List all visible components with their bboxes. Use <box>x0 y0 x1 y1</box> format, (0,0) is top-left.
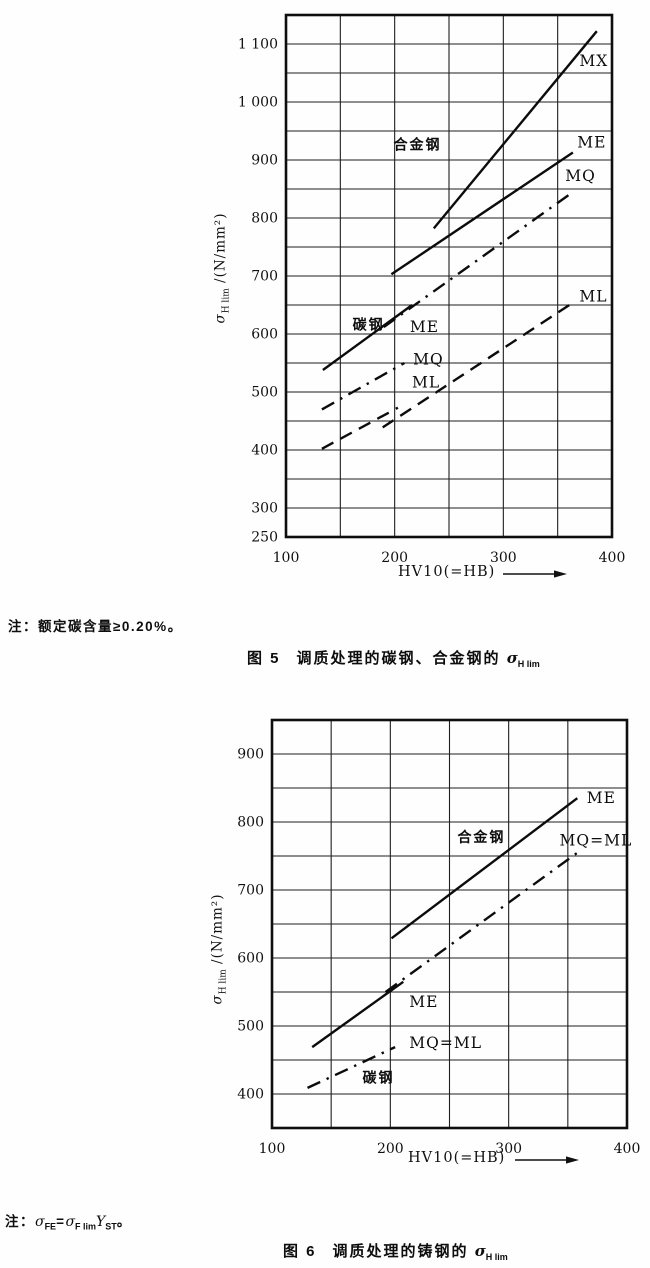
sigma-subscript: H lim <box>221 288 232 314</box>
x-tick-label: 200 <box>377 1141 404 1157</box>
figure6-chart: 400 500 600 700 800 900 100 200 300 400 ME MQ=ML 合金钢… <box>190 700 650 1175</box>
sigma-subscript: F lim <box>75 1221 97 1232</box>
sigma-symbol: σ <box>35 1214 45 1230</box>
x-tick-label: 200 <box>381 550 408 566</box>
grade-label: MQ=ML <box>409 1034 482 1052</box>
series-line-carbon-ml <box>321 406 399 450</box>
grade-label: MX <box>579 52 608 70</box>
grade-label: MQ=ML <box>560 831 633 849</box>
plot-border <box>270 718 629 1130</box>
sigma-symbol: σ <box>212 313 229 324</box>
figure6-number: 图 6 <box>283 1243 317 1260</box>
sigma-symbol: σ <box>209 994 226 1005</box>
y-axis-units: /(N/mm²) <box>209 893 226 970</box>
grade-label: ME <box>577 134 606 152</box>
grade-label: ME <box>587 789 616 807</box>
right-arrow-icon <box>515 1156 579 1164</box>
y-tick-label: 600 <box>251 327 278 343</box>
x-tick-label: 300 <box>495 1141 522 1157</box>
sigma-subscript: H lim <box>485 1252 508 1262</box>
figure5-note: 注：额定碳含量≥0.20%。 <box>8 619 183 634</box>
series-line-carbon-me <box>322 304 413 371</box>
figure5-number: 图 5 <box>247 650 281 667</box>
x-axis-title-text: HV10(=HB) <box>408 1150 506 1166</box>
y-tick-label: 700 <box>251 269 278 285</box>
note-prefix: 注： <box>5 1214 35 1229</box>
group-label: 碳钢 <box>353 317 385 333</box>
series-line-alloy-mq <box>383 192 572 328</box>
grade-label: MQ <box>413 351 444 369</box>
series-line-carbon-me <box>311 980 404 1049</box>
x-tick-label: 300 <box>490 550 517 566</box>
y-tick-label: 250 <box>251 530 278 546</box>
sigma-subscript: H lim <box>517 659 540 669</box>
y-variable: Y <box>96 1214 106 1230</box>
note-period: 。 <box>116 1214 132 1229</box>
grade-label: ME <box>409 993 438 1011</box>
x-tick-label: 100 <box>259 1141 286 1157</box>
y-tick-label: 400 <box>237 1087 264 1103</box>
fig5-plot: 250 300 400 500 600 700 800 900 1 000 1 100 100 200… <box>238 13 626 566</box>
figure6-note: 注：σFE=σF limYST。 <box>5 1210 132 1232</box>
y-tick-label: 800 <box>237 815 264 831</box>
sigma-symbol: σ <box>65 1214 76 1230</box>
y-tick-label: 500 <box>237 1019 264 1035</box>
equals-sign: = <box>56 1214 66 1229</box>
x-tick-label: 400 <box>614 1141 641 1157</box>
series-line-alloy-me <box>390 797 579 940</box>
figure6-x-axis-title: HV10(=HB) <box>408 1150 505 1166</box>
sigma-symbol: σ <box>474 1242 486 1260</box>
y-tick-label: 600 <box>237 951 264 967</box>
x-tick-label: 100 <box>273 550 300 566</box>
y-tick-label: 900 <box>251 153 278 169</box>
y-tick-label: 500 <box>251 385 278 401</box>
group-label: 碳钢 <box>363 1070 395 1086</box>
y-tick-label: 400 <box>251 443 278 459</box>
sigma-subscript: FE <box>44 1221 57 1232</box>
x-tick-label: 400 <box>599 550 626 566</box>
y-tick-label: 300 <box>251 501 278 517</box>
figure5-x-axis-title: HV10(=HB) <box>398 564 495 580</box>
group-label: 合金钢 <box>457 829 505 845</box>
figure5-chart: 250 300 400 500 600 700 800 900 1 000 1 100 100 200… <box>198 0 650 605</box>
y-subscript: ST <box>105 1221 117 1232</box>
grade-label: ML <box>579 287 607 305</box>
series-line-alloy-mqml <box>384 850 580 993</box>
y-axis-units: /(N/mm²) <box>212 212 229 289</box>
figure5-caption: 图 5 调质处理的碳钢、合金钢的 σH lim <box>247 647 540 669</box>
grade-label: ME <box>410 318 439 336</box>
y-tick-label: 700 <box>237 883 264 899</box>
sigma-symbol: σ <box>506 649 518 667</box>
figure6-y-axis-title: σH lim /(N/mm²) <box>210 894 229 1005</box>
figure6-caption-text: 调质处理的铸钢的 <box>332 1243 469 1260</box>
plot-border <box>284 13 614 539</box>
grade-label: ML <box>412 374 440 392</box>
figure6-caption: 图 6 调质处理的铸钢的 σH lim <box>283 1240 508 1262</box>
group-label: 合金钢 <box>393 136 441 152</box>
figure5-y-axis-title: σH lim /(N/mm²) <box>213 213 232 324</box>
right-arrow-icon <box>503 570 567 578</box>
grade-label: MQ <box>565 167 596 185</box>
fig6-plot: 400 500 600 700 800 900 100 200 300 400 ME MQ=ML 合金钢… <box>237 718 641 1157</box>
series-line-carbon-mq <box>321 361 405 411</box>
y-tick-label: 800 <box>251 211 278 227</box>
y-tick-label: 900 <box>237 747 264 763</box>
series-line-alloy-mx <box>432 30 598 230</box>
y-tick-label: 1 100 <box>238 37 278 53</box>
x-axis-title-text: HV10(=HB) <box>398 564 496 580</box>
y-tick-label: 1 000 <box>238 95 278 111</box>
figure5-caption-text: 调质处理的碳钢、合金钢的 <box>296 650 501 667</box>
series-line-alloy-me <box>390 151 574 276</box>
series-line-alloy-ml <box>382 301 574 429</box>
sigma-subscript: H lim <box>218 969 229 995</box>
